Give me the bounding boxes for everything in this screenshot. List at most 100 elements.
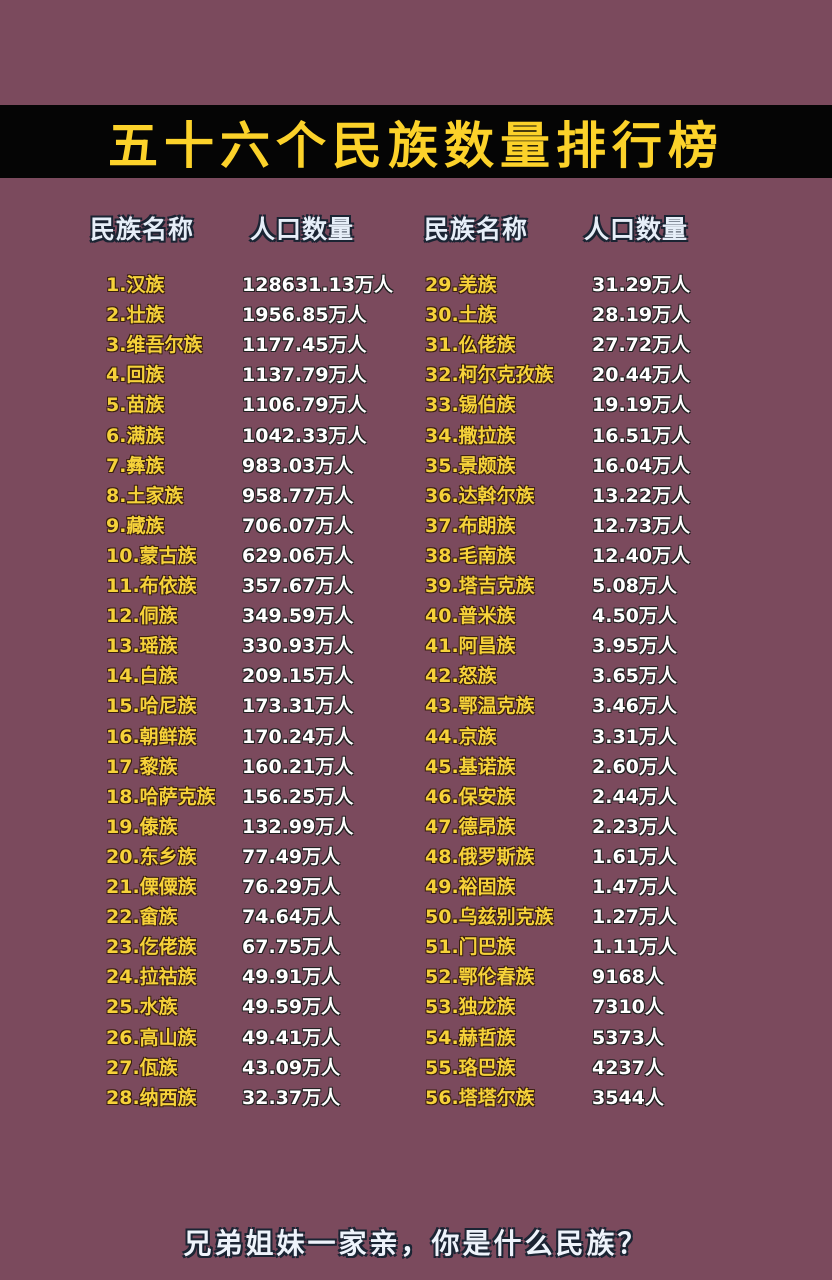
ethnic-group-name: 38.毛南族	[425, 544, 516, 567]
title-banner: 五十六个民族数量排行榜	[0, 105, 832, 178]
ethnic-group-name: 20.东乡族	[106, 845, 197, 868]
population-value: 357.67万人	[242, 575, 354, 597]
population-value: 12.73万人	[592, 514, 691, 537]
ethnic-group-name: 40.普米族	[425, 605, 516, 628]
population-value: 4.50万人	[592, 605, 677, 628]
population-value: 1.11万人	[592, 936, 677, 959]
ethnic-group-name: 22.畲族	[106, 906, 178, 929]
ethnic-group-name: 29.羌族	[425, 274, 497, 296]
population-value: 3.46万人	[592, 695, 677, 718]
population-value: 2.44万人	[592, 785, 677, 808]
population-value: 9168人	[592, 966, 664, 989]
population-value: 3.65万人	[592, 665, 677, 688]
ethnic-group-name: 55.珞巴族	[425, 1056, 516, 1079]
population-value: 983.03万人	[242, 454, 354, 477]
ethnic-group-name: 25.水族	[106, 996, 178, 1019]
ethnic-group-name: 9.藏族	[106, 514, 165, 537]
ethnic-group-name: 13.瑶族	[106, 635, 178, 658]
population-value: 160.21万人	[242, 755, 354, 778]
population-value: 2.23万人	[592, 815, 677, 838]
ethnic-group-name: 41.阿昌族	[425, 635, 516, 658]
ethnic-group-name: 1.汉族	[106, 274, 165, 296]
ethnic-group-name: 54.赫哲族	[425, 1026, 516, 1049]
ethnic-group-name: 26.高山族	[106, 1026, 197, 1049]
population-value: 13.22万人	[592, 484, 691, 507]
population-value: 16.51万人	[592, 424, 691, 447]
header-name-right: 民族名称	[424, 215, 529, 244]
population-value: 1042.33万人	[242, 424, 367, 447]
population-value: 330.93万人	[242, 635, 354, 658]
population-value: 209.15万人	[242, 665, 354, 688]
footer-slogan: 兄弟姐妹一家亲，你是什么民族？	[183, 1227, 649, 1260]
population-value: 5373人	[592, 1026, 664, 1049]
ethnic-group-name: 51.门巴族	[425, 936, 516, 959]
population-value: 3544人	[592, 1086, 664, 1109]
ethnic-group-name: 17.黎族	[106, 755, 178, 778]
ethnic-group-name: 45.基诺族	[425, 755, 516, 778]
population-value: 12.40万人	[592, 544, 691, 567]
ethnic-group-name: 6.满族	[106, 424, 165, 447]
ethnic-group-name: 46.保安族	[425, 785, 516, 808]
population-value: 19.19万人	[592, 394, 691, 417]
ethnic-group-name: 7.彝族	[106, 454, 165, 477]
ethnic-group-name: 52.鄂伦春族	[425, 966, 535, 989]
population-value: 958.77万人	[242, 484, 354, 507]
ethnic-group-name: 11.布依族	[106, 575, 197, 597]
ethnic-group-name: 39.塔吉克族	[425, 575, 535, 597]
population-value: 28.19万人	[592, 304, 691, 327]
population-value: 1.27万人	[592, 906, 677, 929]
population-value: 132.99万人	[242, 815, 354, 838]
population-value: 3.95万人	[592, 635, 677, 658]
population-value: 77.49万人	[242, 845, 341, 868]
ethnic-group-name: 14.白族	[106, 665, 178, 688]
page-title: 五十六个民族数量排行榜	[108, 116, 724, 175]
population-value: 49.41万人	[242, 1026, 341, 1049]
ethnic-group-name: 48.俄罗斯族	[425, 845, 535, 868]
population-value: 1106.79万人	[242, 394, 367, 417]
ethnic-group-name: 53.独龙族	[425, 996, 516, 1019]
population-value: 27.72万人	[592, 334, 691, 357]
population-value: 43.09万人	[242, 1056, 341, 1079]
ethnic-group-name: 49.裕固族	[425, 876, 516, 898]
ethnic-group-name: 30.土族	[425, 304, 497, 327]
ethnic-group-name: 47.德昂族	[425, 815, 516, 838]
population-value: 74.64万人	[242, 906, 341, 929]
population-value: 170.24万人	[242, 725, 354, 748]
ethnic-group-name: 19.傣族	[106, 815, 178, 838]
ethnic-group-name: 16.朝鲜族	[106, 725, 197, 748]
population-value: 173.31万人	[242, 695, 354, 718]
population-value: 2.60万人	[592, 755, 677, 778]
population-value: 7310人	[592, 996, 664, 1019]
ethnic-group-name: 24.拉祜族	[106, 966, 197, 989]
population-value: 1.61万人	[592, 845, 677, 868]
population-value: 629.06万人	[242, 544, 354, 567]
population-value: 3.31万人	[592, 725, 677, 748]
population-value: 128631.13万人	[242, 274, 393, 296]
ethnic-group-name: 32.柯尔克孜族	[425, 364, 554, 387]
ethnic-group-name: 8.土家族	[106, 484, 184, 507]
ethnic-group-name: 15.哈尼族	[106, 695, 197, 718]
population-value: 706.07万人	[242, 514, 354, 537]
population-value: 1137.79万人	[242, 364, 367, 387]
ethnic-group-name: 42.怒族	[425, 665, 497, 688]
population-value: 32.37万人	[242, 1086, 341, 1109]
ethnic-group-name: 28.纳西族	[106, 1086, 197, 1109]
ethnic-group-name: 18.哈萨克族	[106, 785, 216, 808]
ethnic-group-name: 36.达斡尔族	[425, 484, 535, 507]
ethnic-group-name: 31.仫佬族	[425, 334, 516, 357]
ethnic-group-name: 4.回族	[106, 364, 165, 387]
population-value: 76.29万人	[242, 876, 341, 898]
population-value: 49.91万人	[242, 966, 341, 989]
population-value: 156.25万人	[242, 785, 354, 808]
ethnic-group-name: 35.景颇族	[425, 454, 516, 477]
ethnic-group-name: 12.侗族	[106, 605, 178, 628]
population-value: 5.08万人	[592, 575, 677, 597]
ethnic-group-name: 27.佤族	[106, 1056, 178, 1079]
population-value: 49.59万人	[242, 996, 341, 1019]
ethnic-group-name: 43.鄂温克族	[425, 695, 535, 718]
ethnic-group-name: 10.蒙古族	[106, 544, 197, 567]
population-value: 1956.85万人	[242, 304, 367, 327]
population-value: 67.75万人	[242, 936, 341, 959]
population-value: 349.59万人	[242, 605, 354, 628]
ethnic-group-name: 50.乌兹别克族	[425, 906, 554, 929]
